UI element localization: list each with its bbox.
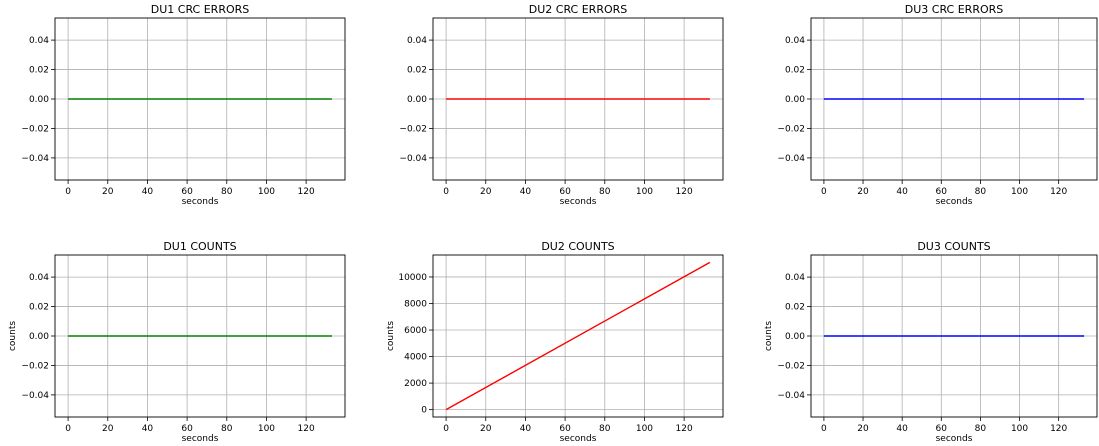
y-tick-label: 0.04 xyxy=(785,36,805,46)
y-tick-label: 4000 xyxy=(404,353,427,363)
x-tick-label: 80 xyxy=(599,424,611,434)
y-tick-label: −0.04 xyxy=(21,391,49,401)
y-tick-label: −0.04 xyxy=(21,154,49,164)
x-tick-label: 120 xyxy=(298,424,315,434)
y-tick-label: −0.02 xyxy=(399,124,427,134)
x-tick-label: 80 xyxy=(975,424,987,434)
y-tick-label: 8000 xyxy=(404,299,427,309)
y-tick-label: 0.00 xyxy=(785,95,805,105)
subplot-3: 0 20 40 60 80 100 120 0.04 0.02 0.00 −0.02 −0.04 DU3… xyxy=(777,3,1098,207)
y-tick-label: −0.02 xyxy=(21,124,49,134)
x-tick-label: 100 xyxy=(258,424,275,434)
y-tick-label: 0.02 xyxy=(29,66,49,76)
y-tick-label: 0.00 xyxy=(785,332,805,342)
y-axis-label: counts xyxy=(386,321,396,351)
y-tick-label: 0.04 xyxy=(785,273,805,283)
chart-title: DU2 COUNTS xyxy=(541,240,614,253)
y-tick-label: 0.00 xyxy=(29,332,49,342)
y-tick-label: 0.04 xyxy=(29,273,49,283)
x-tick-label: 0 xyxy=(821,187,827,197)
chart-title: DU2 CRC ERRORS xyxy=(529,3,628,16)
subplot-5: 0 20 40 60 80 100 120 10000 8000 6000 4000 2000 0 DU2… xyxy=(386,240,724,444)
x-tick-label: 60 xyxy=(559,187,571,197)
x-tick-label: 20 xyxy=(480,424,492,434)
y-tick-label: −0.04 xyxy=(777,391,805,401)
x-tick-label: 100 xyxy=(636,187,653,197)
x-tick-label: 40 xyxy=(896,187,908,197)
y-tick-label: 0.02 xyxy=(785,66,805,76)
x-tick-label: 60 xyxy=(936,424,948,434)
x-tick-label: 20 xyxy=(102,424,114,434)
chart-title: DU1 CRC ERRORS xyxy=(151,3,250,16)
x-tick-label: 120 xyxy=(676,187,693,197)
x-tick-label: 60 xyxy=(181,424,193,434)
subplot-2: 0 20 40 60 80 100 120 0.04 0.02 0.00 −0.02 −0.04 DU2… xyxy=(399,3,724,207)
y-tick-label: 0 xyxy=(421,406,427,416)
x-tick-label: 100 xyxy=(1011,424,1028,434)
x-axis-label: seconds xyxy=(560,197,597,207)
x-tick-label: 120 xyxy=(1050,424,1067,434)
x-tick-label: 60 xyxy=(936,187,948,197)
x-tick-label: 80 xyxy=(599,187,611,197)
y-tick-label: −0.02 xyxy=(21,361,49,371)
series-line xyxy=(445,261,711,411)
x-tick-label: 60 xyxy=(559,424,571,434)
x-tick-label: 40 xyxy=(142,424,154,434)
x-tick-label: 40 xyxy=(896,424,908,434)
chart-title: DU1 COUNTS xyxy=(163,240,236,253)
subplot-4: 0 20 40 60 80 100 120 0.04 0.02 0.00 −0.02 −0.04 DU1… xyxy=(8,240,346,444)
x-tick-label: 20 xyxy=(857,424,869,434)
x-tick-label: 0 xyxy=(443,424,449,434)
y-axis-label: counts xyxy=(8,321,18,351)
x-axis-label: seconds xyxy=(936,197,973,207)
y-axis-label: counts xyxy=(764,321,774,351)
y-tick-label: 2000 xyxy=(404,379,427,389)
y-tick-label: −0.04 xyxy=(777,154,805,164)
chart-title: DU3 CRC ERRORS xyxy=(905,3,1004,16)
x-tick-label: 80 xyxy=(975,187,987,197)
y-tick-label: 0.04 xyxy=(29,36,49,46)
y-tick-label: 0.02 xyxy=(407,66,427,76)
x-tick-label: 0 xyxy=(65,187,71,197)
chart-title: DU3 COUNTS xyxy=(917,240,990,253)
y-tick-label: 0.00 xyxy=(29,95,49,105)
x-tick-label: 40 xyxy=(520,424,532,434)
x-tick-label: 20 xyxy=(857,187,869,197)
x-axis-label: seconds xyxy=(182,197,219,207)
y-tick-label: 10000 xyxy=(398,273,427,283)
y-tick-label: −0.02 xyxy=(777,124,805,134)
x-tick-label: 60 xyxy=(181,187,193,197)
y-tick-label: 6000 xyxy=(404,326,427,336)
x-tick-label: 100 xyxy=(258,187,275,197)
x-tick-label: 80 xyxy=(221,187,233,197)
x-tick-label: 20 xyxy=(102,187,114,197)
y-tick-label: 0.00 xyxy=(407,95,427,105)
x-tick-label: 40 xyxy=(142,187,154,197)
plot-frame xyxy=(432,254,724,418)
x-tick-label: 100 xyxy=(1011,187,1028,197)
x-tick-label: 80 xyxy=(221,424,233,434)
x-axis-label: seconds xyxy=(560,434,597,444)
y-tick-label: 0.02 xyxy=(29,303,49,313)
y-tick-label: 0.04 xyxy=(407,36,427,46)
x-tick-label: 0 xyxy=(443,187,449,197)
subplot-1: 0 20 40 60 80 100 120 0.04 0.02 0.00 −0.02 −0.04 DU1… xyxy=(21,3,346,207)
x-tick-label: 40 xyxy=(520,187,532,197)
x-tick-label: 120 xyxy=(1050,187,1067,197)
x-tick-label: 120 xyxy=(676,424,693,434)
x-tick-label: 120 xyxy=(298,187,315,197)
x-tick-label: 0 xyxy=(821,424,827,434)
y-tick-label: −0.04 xyxy=(399,154,427,164)
x-axis-label: seconds xyxy=(936,434,973,444)
x-tick-label: 0 xyxy=(65,424,71,434)
x-tick-label: 20 xyxy=(480,187,492,197)
y-tick-label: 0.02 xyxy=(785,303,805,313)
subplot-6: 0 20 40 60 80 100 120 0.04 0.02 0.00 −0.02 −0.04 DU3… xyxy=(764,240,1098,444)
y-tick-label: −0.02 xyxy=(777,361,805,371)
x-tick-label: 100 xyxy=(636,424,653,434)
x-axis-label: seconds xyxy=(182,434,219,444)
